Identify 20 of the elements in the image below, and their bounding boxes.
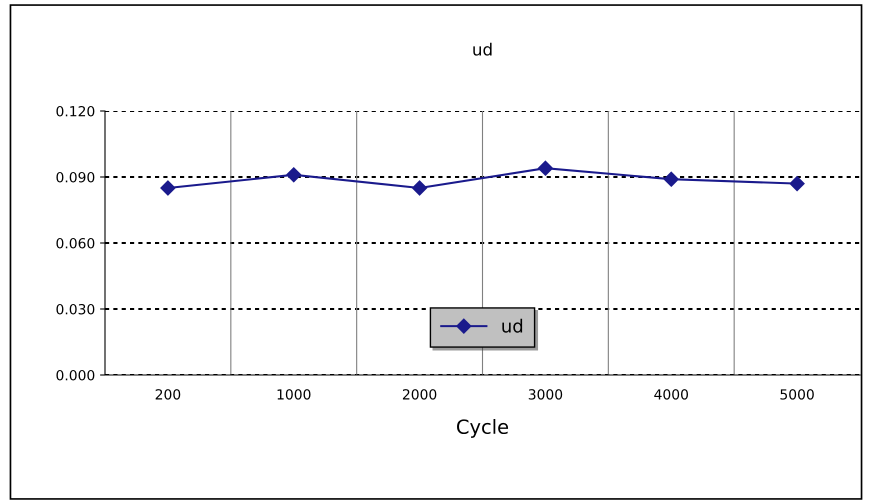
point (538, 160, 553, 176)
y-tick-label: 0.090 (56, 172, 94, 182)
y-tick-label: 0.030 (56, 304, 94, 314)
point (664, 172, 679, 187)
y-tick-label: 0.000 (56, 370, 94, 380)
point (412, 180, 428, 196)
point (286, 167, 302, 182)
x-tick-label: 200 (156, 389, 180, 400)
point (160, 180, 176, 196)
y-tick-label: 0.120 (56, 106, 94, 116)
legend-label: ud (502, 318, 522, 333)
x-axis-title: Cycle (457, 418, 508, 438)
point (790, 176, 805, 192)
x-tick-label: 4000 (654, 389, 688, 400)
x-tick-label: 5000 (780, 389, 814, 400)
chart-title: ud (473, 42, 492, 56)
x-tick-label: 1000 (278, 389, 310, 400)
x-tick-label: 3000 (528, 389, 562, 400)
y-tick-label: 0.060 (56, 238, 94, 248)
x-tick-label: 2000 (402, 389, 436, 400)
